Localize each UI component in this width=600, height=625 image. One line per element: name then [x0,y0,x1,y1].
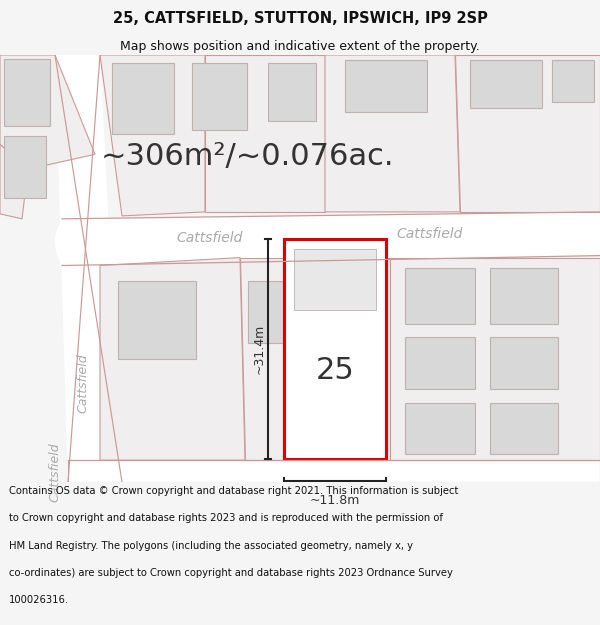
Bar [405,402,475,454]
Bar [490,268,558,324]
Bar [490,402,558,454]
Text: co-ordinates) are subject to Crown copyright and database rights 2023 Ordnance S: co-ordinates) are subject to Crown copyr… [9,568,453,578]
Text: Cattsfield: Cattsfield [397,227,463,241]
Polygon shape [0,55,95,169]
Bar [294,249,376,310]
Polygon shape [390,258,600,460]
Bar [248,281,304,343]
Bar [192,63,247,131]
Polygon shape [68,460,600,482]
Text: Map shows position and indicative extent of the property.: Map shows position and indicative extent… [120,39,480,52]
Bar [4,59,50,126]
Bar [345,60,427,112]
Polygon shape [100,258,245,460]
Text: ~306m²/~0.076ac.: ~306m²/~0.076ac. [101,142,395,171]
Polygon shape [205,55,325,212]
Polygon shape [100,55,205,216]
Bar [112,63,174,134]
Bar [118,281,196,359]
Bar [470,60,542,108]
Text: Cattsfield: Cattsfield [177,231,243,245]
Polygon shape [455,55,600,212]
Polygon shape [325,55,460,212]
Polygon shape [240,258,390,460]
Bar [4,136,46,198]
Text: ~11.8m: ~11.8m [310,494,360,507]
Bar [405,268,475,324]
Bar [552,60,594,102]
Polygon shape [60,212,600,266]
Bar [268,63,316,121]
Text: Contains OS data © Crown copyright and database right 2021. This information is : Contains OS data © Crown copyright and d… [9,486,458,496]
Text: Cattsfield: Cattsfield [77,353,89,412]
Bar [405,337,475,389]
Bar [284,239,386,459]
Text: 25: 25 [316,356,355,386]
Bar [490,337,558,389]
Polygon shape [0,144,28,219]
Text: 100026316.: 100026316. [9,595,69,605]
Text: HM Land Registry. The polygons (including the associated geometry, namely x, y: HM Land Registry. The polygons (includin… [9,541,413,551]
Ellipse shape [55,218,81,265]
Text: 25, CATTSFIELD, STUTTON, IPSWICH, IP9 2SP: 25, CATTSFIELD, STUTTON, IPSWICH, IP9 2S… [113,11,487,26]
Text: Cattsfield: Cattsfield [49,442,62,502]
Text: to Crown copyright and database rights 2023 and is reproduced with the permissio: to Crown copyright and database rights 2… [9,514,443,524]
Polygon shape [55,55,122,482]
Text: ~31.4m: ~31.4m [253,324,265,374]
